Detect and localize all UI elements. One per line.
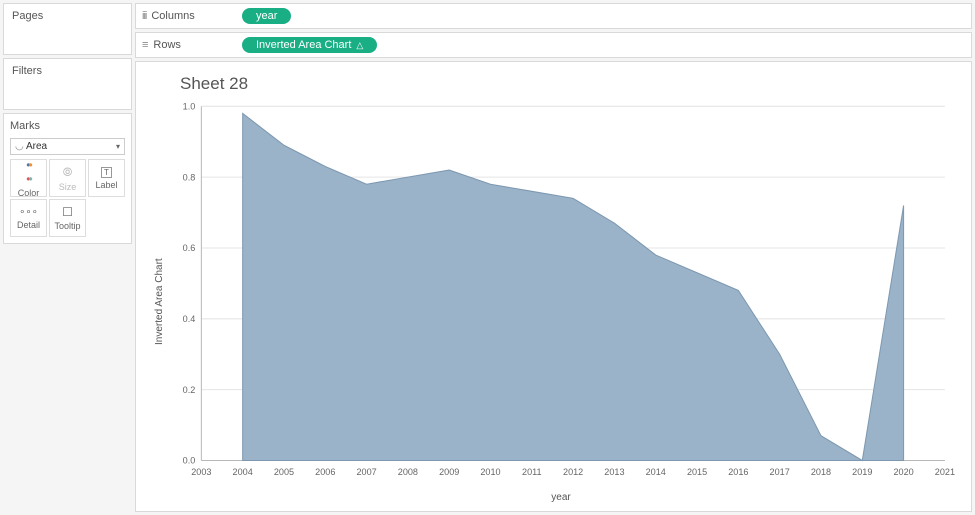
rows-icon: ≡ xyxy=(142,39,148,51)
svg-text:0.2: 0.2 xyxy=(183,385,196,395)
size-icon: ⦾ xyxy=(63,165,73,180)
columns-pill-year[interactable]: year xyxy=(242,8,291,24)
columns-shelf[interactable]: ііі Columns year xyxy=(135,3,972,29)
color-icon: •••• xyxy=(26,158,30,186)
svg-text:2020: 2020 xyxy=(893,467,913,477)
svg-text:2005: 2005 xyxy=(274,467,294,477)
marks-tooltip-button[interactable]: ☐ Tooltip xyxy=(49,199,86,237)
marks-panel: Marks ◡ Area ▾ •••• Color ⦾ Size T Label… xyxy=(3,113,132,244)
svg-text:2019: 2019 xyxy=(852,467,872,477)
y-axis-label: Inverted Area Chart xyxy=(152,100,167,503)
marks-color-button[interactable]: •••• Color xyxy=(10,159,47,197)
marks-tooltip-label: Tooltip xyxy=(54,221,80,231)
svg-text:2018: 2018 xyxy=(811,467,831,477)
pages-panel: Pages xyxy=(3,3,132,55)
detail-icon: ∘∘∘ xyxy=(19,207,38,218)
rows-shelf[interactable]: ≡ Rows Inverted Area Chart △ xyxy=(135,32,972,58)
plot-area: 0.0 0.2 0.4 0.6 0.8 1.0 2003 2004 2005 2006 2007 20… xyxy=(167,100,955,490)
svg-text:2014: 2014 xyxy=(646,467,666,477)
chart-title: Sheet 28 xyxy=(180,74,955,94)
filters-panel: Filters xyxy=(3,58,132,110)
marks-label-label: Label xyxy=(95,180,117,190)
chart-panel: Sheet 28 Inverted Area Chart 0.00.20.40.… xyxy=(135,61,972,512)
marks-label-button[interactable]: T Label xyxy=(88,159,125,197)
label-icon: T xyxy=(101,167,112,178)
marks-empty-cell xyxy=(88,199,125,237)
svg-text:2015: 2015 xyxy=(687,467,707,477)
marks-type-label: Area xyxy=(26,141,47,152)
marks-detail-label: Detail xyxy=(17,220,40,230)
svg-text:0.6: 0.6 xyxy=(183,243,196,253)
marks-size-button[interactable]: ⦾ Size xyxy=(49,159,86,197)
svg-text:2013: 2013 xyxy=(604,467,624,477)
svg-text:2021: 2021 xyxy=(935,467,955,477)
svg-text:0.8: 0.8 xyxy=(183,172,196,182)
x-axis-label: year xyxy=(167,490,955,503)
columns-pill-text: year xyxy=(256,10,277,22)
svg-text:0.0: 0.0 xyxy=(183,455,196,465)
calc-indicator-icon: △ xyxy=(356,40,363,51)
rows-label: Rows xyxy=(153,39,181,51)
marks-color-label: Color xyxy=(18,188,40,198)
svg-text:2012: 2012 xyxy=(563,467,583,477)
marks-size-label: Size xyxy=(59,182,77,192)
marks-title: Marks xyxy=(10,120,125,132)
rows-pill-inverted-area[interactable]: Inverted Area Chart △ xyxy=(242,37,377,53)
columns-icon: ііі xyxy=(142,10,146,22)
rows-pill-text: Inverted Area Chart xyxy=(256,39,351,51)
svg-text:2006: 2006 xyxy=(315,467,335,477)
svg-text:2017: 2017 xyxy=(770,467,790,477)
svg-text:2008: 2008 xyxy=(398,467,418,477)
filters-title: Filters xyxy=(12,65,123,77)
svg-text:0.4: 0.4 xyxy=(183,314,196,324)
marks-detail-button[interactable]: ∘∘∘ Detail xyxy=(10,199,47,237)
svg-text:1.0: 1.0 xyxy=(183,101,196,111)
svg-text:2010: 2010 xyxy=(480,467,500,477)
chevron-down-icon: ▾ xyxy=(116,142,120,151)
tooltip-icon: ☐ xyxy=(62,205,73,219)
svg-text:2011: 2011 xyxy=(522,467,542,477)
area-icon: ◡ xyxy=(15,141,24,152)
svg-text:2004: 2004 xyxy=(233,467,253,477)
svg-text:2009: 2009 xyxy=(439,467,459,477)
svg-text:2007: 2007 xyxy=(356,467,376,477)
columns-label: Columns xyxy=(151,10,194,22)
marks-type-select[interactable]: ◡ Area ▾ xyxy=(10,138,125,155)
svg-text:2003: 2003 xyxy=(191,467,211,477)
svg-text:2016: 2016 xyxy=(728,467,748,477)
pages-title: Pages xyxy=(12,10,123,22)
